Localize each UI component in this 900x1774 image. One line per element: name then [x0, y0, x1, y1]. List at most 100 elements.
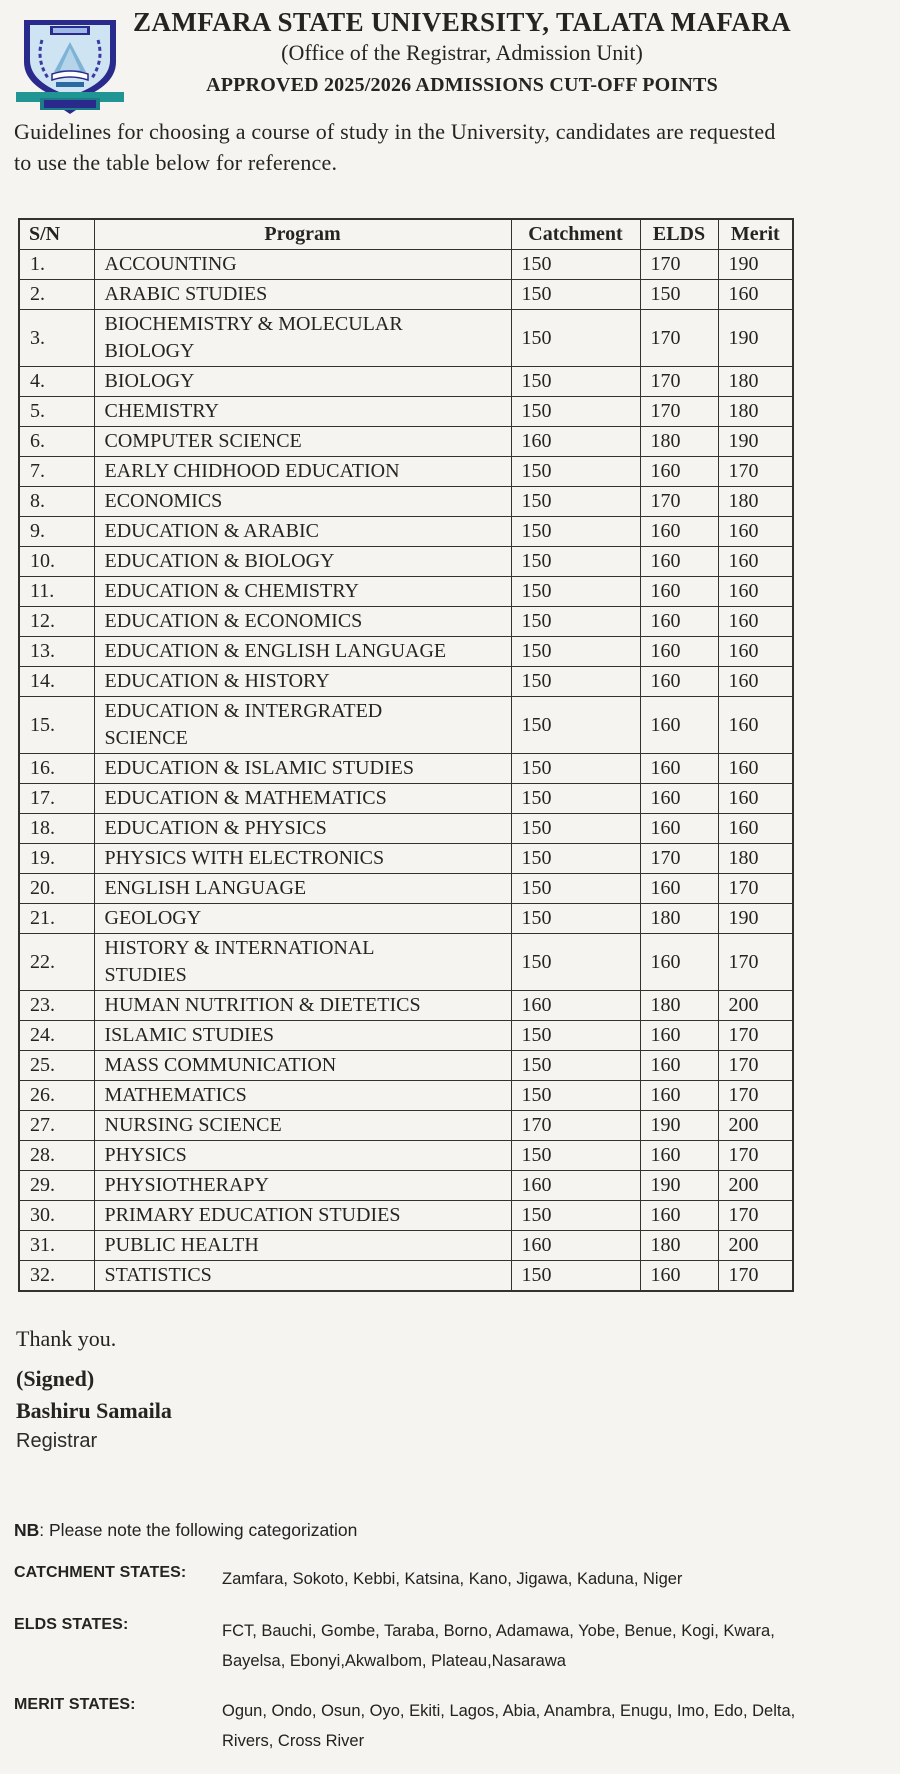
- cell-merit: 190: [717, 249, 794, 280]
- cutoff-table: S/N Program Catchment ELDS Merit 1. ACCOU…: [18, 218, 794, 1292]
- cell-catchment: 150: [510, 486, 641, 517]
- cell-elds: 160: [639, 606, 719, 637]
- cell-elds: 190: [639, 1110, 719, 1141]
- cell-merit: 200: [717, 1110, 794, 1141]
- cell-elds: 160: [639, 753, 719, 784]
- cell-catchment: 150: [510, 309, 641, 367]
- cell-program: BIOCHEMISTRY & MOLECULAR BIOLOGY: [93, 309, 512, 367]
- header-sn: S/N: [18, 218, 95, 250]
- cell-program: HUMAN NUTRITION & DIETETICS: [93, 990, 512, 1021]
- cell-program: PRIMARY EDUCATION STUDIES: [93, 1200, 512, 1231]
- cell-catchment: 150: [510, 1080, 641, 1111]
- table-row: 1. ACCOUNTING 150 170 190: [18, 249, 794, 280]
- table-row: 22. HISTORY & INTERNATIONAL STUDIES 150 160…: [18, 933, 794, 991]
- cell-elds: 180: [639, 1230, 719, 1261]
- table-row: 32. STATISTICS 150 160 170: [18, 1260, 794, 1292]
- table-row: 8. ECONOMICS 150 170 180: [18, 486, 794, 517]
- cell-catchment: 150: [510, 783, 641, 814]
- cell-merit: 160: [717, 279, 794, 310]
- cell-merit: 160: [717, 783, 794, 814]
- cell-elds: 160: [639, 813, 719, 844]
- cell-catchment: 150: [510, 606, 641, 637]
- table-row: 6. COMPUTER SCIENCE 160 180 190: [18, 426, 794, 457]
- cell-merit: 170: [717, 1020, 794, 1051]
- nb-text: : Please note the following categorizati…: [39, 1520, 358, 1540]
- cell-catchment: 150: [510, 903, 641, 934]
- cell-merit: 170: [717, 456, 794, 487]
- cell-elds: 160: [639, 636, 719, 667]
- cell-catchment: 150: [510, 753, 641, 784]
- cell-merit: 160: [717, 516, 794, 547]
- table-row: 2. ARABIC STUDIES 150 150 160: [18, 279, 794, 310]
- cell-sn: 5.: [18, 396, 95, 427]
- cell-program: EARLY CHIDHOOD EDUCATION: [93, 456, 512, 487]
- cell-elds: 190: [639, 1170, 719, 1201]
- table-row: 5. CHEMISTRY 150 170 180: [18, 396, 794, 427]
- cell-merit: 170: [717, 873, 794, 904]
- cell-merit: 160: [717, 546, 794, 577]
- cell-catchment: 150: [510, 933, 641, 991]
- cell-elds: 160: [639, 783, 719, 814]
- cell-merit: 160: [717, 636, 794, 667]
- cell-merit: 200: [717, 1170, 794, 1201]
- cell-sn: 18.: [18, 813, 95, 844]
- elds-states-label: ELDS STATES:: [14, 1616, 129, 1633]
- table-row: 27. NURSING SCIENCE 170 190 200: [18, 1110, 794, 1141]
- table-row: 12. EDUCATION & ECONOMICS 150 160 160: [18, 606, 794, 637]
- cell-elds: 160: [639, 456, 719, 487]
- cell-elds: 170: [639, 486, 719, 517]
- cell-merit: 160: [717, 753, 794, 784]
- cell-merit: 160: [717, 696, 794, 754]
- cell-catchment: 150: [510, 516, 641, 547]
- cell-catchment: 150: [510, 1020, 641, 1051]
- cell-catchment: 150: [510, 636, 641, 667]
- cell-program: HISTORY & INTERNATIONAL STUDIES: [93, 933, 512, 991]
- cell-sn: 9.: [18, 516, 95, 547]
- cell-program: PHYSIOTHERAPY: [93, 1170, 512, 1201]
- table-row: 4. BIOLOGY 150 170 180: [18, 366, 794, 397]
- cell-catchment: 160: [510, 990, 641, 1021]
- cell-catchment: 150: [510, 576, 641, 607]
- cell-sn: 15.: [18, 696, 95, 754]
- table-row: 28. PHYSICS 150 160 170: [18, 1140, 794, 1171]
- cell-elds: 160: [639, 873, 719, 904]
- cell-sn: 26.: [18, 1080, 95, 1111]
- table-row: 10. EDUCATION & BIOLOGY 150 160 160: [18, 546, 794, 577]
- cell-elds: 150: [639, 279, 719, 310]
- cell-catchment: 150: [510, 396, 641, 427]
- table-row: 25. MASS COMMUNICATION 150 160 170: [18, 1050, 794, 1081]
- cell-merit: 170: [717, 1080, 794, 1111]
- cell-catchment: 150: [510, 366, 641, 397]
- cell-sn: 22.: [18, 933, 95, 991]
- cell-merit: 200: [717, 1230, 794, 1261]
- document-title: APPROVED 2025/2026 ADMISSIONS CUT-OFF PO…: [206, 74, 718, 96]
- table-row: 19. PHYSICS WITH ELECTRONICS 150 170 180: [18, 843, 794, 874]
- cell-sn: 2.: [18, 279, 95, 310]
- nb-note: NB: Please note the following categoriza…: [14, 1520, 357, 1541]
- cell-merit: 180: [717, 366, 794, 397]
- table-row: 17. EDUCATION & MATHEMATICS 150 160 160: [18, 783, 794, 814]
- cell-program: EDUCATION & CHEMISTRY: [93, 576, 512, 607]
- cell-program: COMPUTER SCIENCE: [93, 426, 512, 457]
- cell-sn: 8.: [18, 486, 95, 517]
- signed-text: (Signed): [16, 1366, 95, 1391]
- cell-merit: 200: [717, 990, 794, 1021]
- table-row: 3. BIOCHEMISTRY & MOLECULAR BIOLOGY 150 170…: [18, 309, 794, 367]
- cell-program: STATISTICS: [93, 1260, 512, 1292]
- table-row: 31. PUBLIC HEALTH 160 180 200: [18, 1230, 794, 1261]
- document-header: ZAMFARA STATE UNIVERSITY, TALATA MAFARA …: [24, 6, 900, 100]
- cell-sn: 31.: [18, 1230, 95, 1261]
- cell-elds: 160: [639, 516, 719, 547]
- cell-merit: 160: [717, 813, 794, 844]
- cell-elds: 160: [639, 576, 719, 607]
- cell-program: EDUCATION & ECONOMICS: [93, 606, 512, 637]
- cell-sn: 1.: [18, 249, 95, 280]
- cell-elds: 160: [639, 1050, 719, 1081]
- cell-sn: 25.: [18, 1050, 95, 1081]
- cell-merit: 170: [717, 1140, 794, 1171]
- table-row: 24. ISLAMIC STUDIES 150 160 170: [18, 1020, 794, 1051]
- table-row: 15. EDUCATION & INTERGRATED SCIENCE 150 160…: [18, 696, 794, 754]
- cell-program: PHYSICS: [93, 1140, 512, 1171]
- cell-sn: 10.: [18, 546, 95, 577]
- table-row: 7. EARLY CHIDHOOD EDUCATION 150 160 170: [18, 456, 794, 487]
